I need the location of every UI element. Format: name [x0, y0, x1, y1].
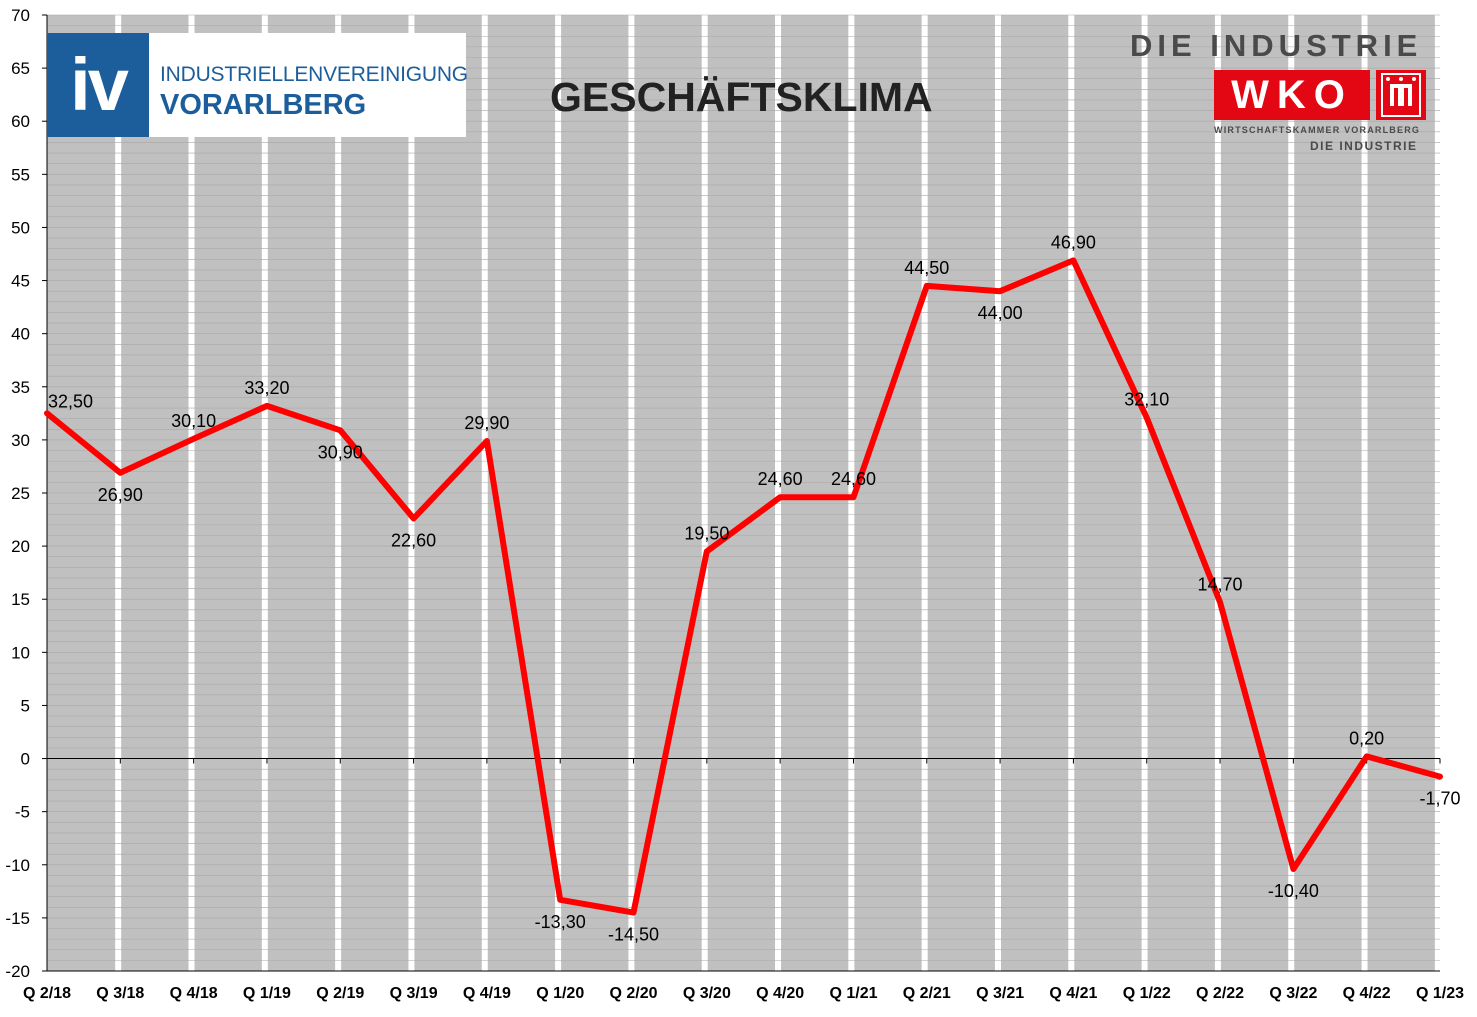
- x-tick-label: Q 2/19: [316, 985, 364, 1002]
- data-label: 24,60: [758, 469, 803, 489]
- y-tick-label: 55: [11, 165, 30, 184]
- x-tick-label: Q 4/22: [1343, 985, 1391, 1002]
- y-tick-label: 30: [11, 431, 30, 450]
- y-tick-label: -15: [5, 909, 30, 928]
- x-tick-label: Q 2/21: [903, 985, 951, 1002]
- x-tick-label: Q 2/20: [610, 985, 658, 1002]
- y-tick-label: 10: [11, 643, 30, 662]
- y-tick-label: 45: [11, 272, 30, 291]
- iv-logo-line2: VORARLBERG: [160, 89, 367, 121]
- x-tick-label: Q 4/19: [463, 985, 511, 1002]
- chart-title: GESCHÄFTSKLIMA: [550, 74, 933, 120]
- crest-icon: [1376, 70, 1426, 120]
- data-label: 44,00: [978, 303, 1023, 323]
- data-label: -13,30: [535, 912, 586, 932]
- wko-logo-top-text: DIE INDUSTRIE: [1130, 28, 1423, 63]
- data-label: 32,10: [1124, 390, 1169, 410]
- data-label: -10,40: [1268, 881, 1319, 901]
- y-tick-label: 40: [11, 325, 30, 344]
- x-tick-label: Q 3/21: [976, 985, 1024, 1002]
- y-tick-label: 65: [11, 59, 30, 78]
- x-tick-label: Q 1/21: [829, 985, 877, 1002]
- iv-logo: iv INDUSTRIELLENVEREINIGUNG VORARLBERG: [47, 33, 468, 137]
- data-label: -1,70: [1419, 789, 1460, 809]
- x-tick-label: Q 4/21: [1049, 985, 1097, 1002]
- y-tick-label: -20: [5, 962, 30, 981]
- x-tick-label: Q 1/20: [536, 985, 584, 1002]
- x-tick-label: Q 4/20: [756, 985, 804, 1002]
- y-tick-label: -10: [5, 856, 30, 875]
- y-tick-label: 25: [11, 484, 30, 503]
- data-label: 32,50: [48, 391, 93, 411]
- y-tick-label: 60: [11, 112, 30, 131]
- y-tick-label: 20: [11, 537, 30, 556]
- data-label: -14,50: [608, 925, 659, 945]
- data-label: 30,10: [171, 411, 216, 431]
- x-tick-label: Q 2/18: [23, 985, 71, 1002]
- data-label: 30,90: [318, 442, 363, 462]
- data-label: 46,90: [1051, 232, 1096, 252]
- x-tick-label: Q 1/22: [1123, 985, 1171, 1002]
- data-label: 22,60: [391, 530, 436, 550]
- y-tick-label: 35: [11, 378, 30, 397]
- data-label: 24,60: [831, 469, 876, 489]
- series-line: [44, 257, 1443, 916]
- iv-logo-line1: INDUSTRIELLENVEREINIGUNG: [160, 63, 468, 86]
- x-tick-label: Q 3/22: [1269, 985, 1317, 1002]
- x-tick-label: Q 4/18: [170, 985, 218, 1002]
- y-tick-label: 0: [21, 750, 30, 769]
- data-label: 26,90: [98, 485, 143, 505]
- iv-logo-mark: iv: [47, 33, 149, 137]
- x-tick-label: Q 1/19: [243, 985, 291, 1002]
- data-label: 29,90: [464, 413, 509, 433]
- x-tick-label: Q 1/23: [1416, 985, 1464, 1002]
- data-label: 14,70: [1198, 574, 1243, 594]
- data-label: 19,50: [684, 523, 729, 543]
- data-label: 33,20: [244, 378, 289, 398]
- x-tick-label: Q 2/22: [1196, 985, 1244, 1002]
- y-tick-label: -5: [15, 803, 30, 822]
- x-tick-label: Q 3/18: [96, 985, 144, 1002]
- data-label: 0,20: [1349, 728, 1384, 748]
- y-tick-label: 70: [11, 6, 30, 25]
- y-tick-label: 50: [11, 218, 30, 237]
- y-tick-label: 15: [11, 590, 30, 609]
- wko-logo-subtitle: WIRTSCHAFTSKAMMER VORARLBERG: [1214, 125, 1421, 135]
- wko-logo-mark: WKO: [1214, 70, 1370, 120]
- data-label: 44,50: [904, 258, 949, 278]
- wko-logo-subtitle-2: DIE INDUSTRIE: [1310, 139, 1418, 153]
- x-tick-label: Q 3/19: [390, 985, 438, 1002]
- y-tick-label: 5: [21, 696, 30, 715]
- x-tick-label: Q 3/20: [683, 985, 731, 1002]
